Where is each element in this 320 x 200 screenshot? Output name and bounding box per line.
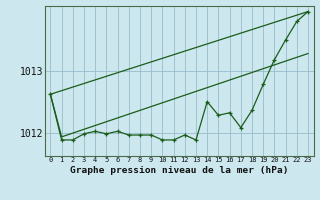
X-axis label: Graphe pression niveau de la mer (hPa): Graphe pression niveau de la mer (hPa) — [70, 166, 288, 175]
